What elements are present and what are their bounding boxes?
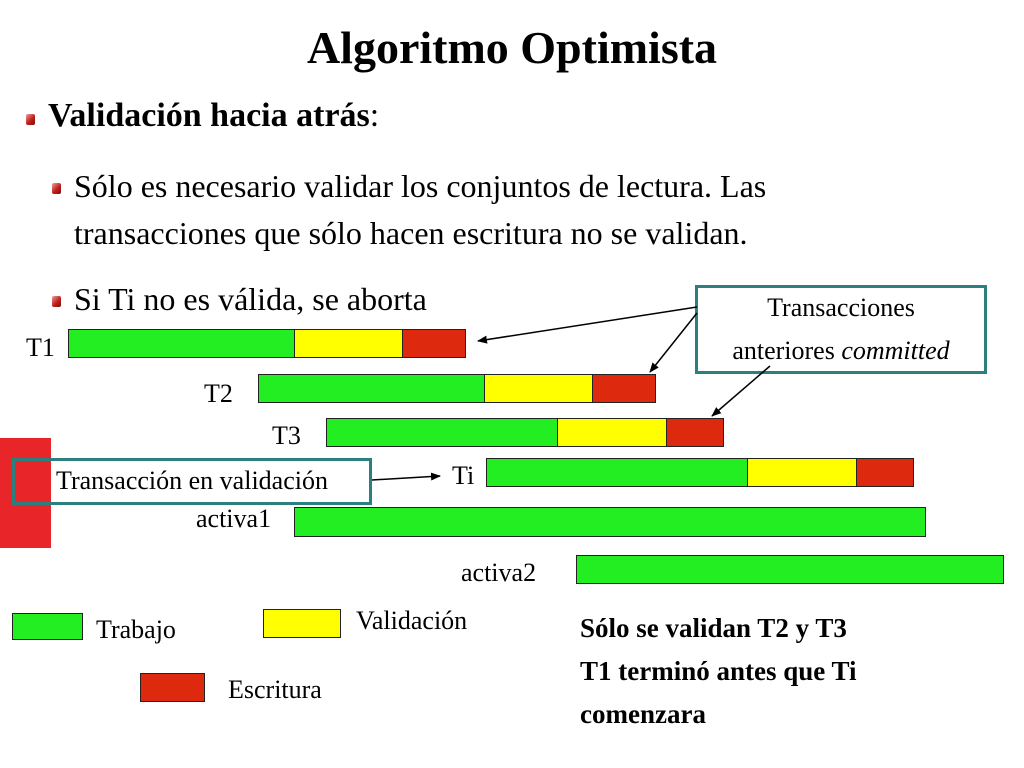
ti-write-bar xyxy=(856,458,914,487)
section-heading: Validación hacia atrás: xyxy=(48,92,379,140)
t2-work-bar xyxy=(258,374,486,403)
note-line-2: T1 terminó antes que Ti xyxy=(580,656,857,686)
t3-validation-bar xyxy=(557,418,668,447)
slide-title: Algoritmo Optimista xyxy=(306,22,718,73)
section-heading-text: Validación hacia atrás xyxy=(48,97,370,134)
arrow-to-t1 xyxy=(477,306,698,344)
t3-work-bar xyxy=(326,418,559,447)
arrow-to-t3 xyxy=(711,365,771,417)
row-label-ti: Ti xyxy=(452,461,475,490)
row-label-t3: T3 xyxy=(272,421,301,450)
legend-trabajo-swatch xyxy=(12,613,83,640)
t1-validation-bar xyxy=(294,329,404,358)
row-label-t1: T1 xyxy=(26,333,55,362)
legend-trabajo-label: Trabajo xyxy=(96,615,176,644)
activa1-work-bar xyxy=(294,507,926,537)
bullet-text-1-line-2: transacciones que sólo hacen escritura n… xyxy=(74,215,748,251)
note-line-1: Sólo se validan T2 y T3 xyxy=(580,613,847,643)
t1-work-bar xyxy=(68,329,296,358)
legend-escritura-swatch xyxy=(140,673,205,702)
row-label-t2: T2 xyxy=(204,379,233,408)
bullet-icon xyxy=(26,114,35,125)
legend-validacion-label: Validación xyxy=(356,606,468,635)
bullet-text-2: Si Ti no es válida, se aborta xyxy=(74,281,427,317)
callout-committed-italic: committed xyxy=(841,336,950,365)
heading-colon: : xyxy=(369,97,380,134)
bullet-icon xyxy=(52,183,61,194)
row-label-activa1: activa1 xyxy=(196,504,272,533)
bullet-text-1-line-1: Sólo es necesario validar los conjuntos … xyxy=(74,168,767,204)
ti-work-bar xyxy=(486,458,749,487)
legend-validacion-swatch xyxy=(263,609,341,638)
t2-write-bar xyxy=(592,374,656,403)
t1-write-bar xyxy=(402,329,466,358)
t3-write-bar xyxy=(666,418,724,447)
bullet-icon xyxy=(52,296,61,307)
arrow-to-ti xyxy=(371,472,441,481)
callout-committed-prefix: anteriores xyxy=(732,336,842,365)
callout-committed-line-2: anteriores committed xyxy=(695,335,987,367)
callout-validating-box xyxy=(12,458,372,505)
side-marker xyxy=(0,438,51,548)
arrow-to-t2 xyxy=(649,312,698,373)
legend-escritura-label: Escritura xyxy=(228,675,322,704)
t2-validation-bar xyxy=(484,374,594,403)
callout-committed-box xyxy=(695,285,987,374)
activa2-work-bar xyxy=(576,555,1004,584)
note-line-3: comenzara xyxy=(580,699,706,729)
row-label-activa2: activa2 xyxy=(461,558,537,587)
callout-committed-line-1: Transacciones xyxy=(767,293,915,322)
callout-validating-text: Transacción en validación xyxy=(56,466,328,495)
